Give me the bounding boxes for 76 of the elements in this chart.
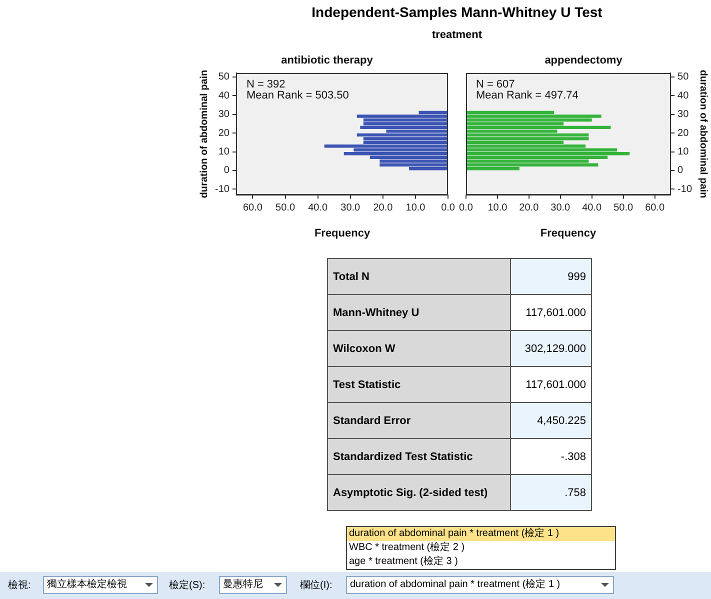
text: age * treatment (檢定 3 ) xyxy=(348,555,459,569)
y-tick-label: 0 xyxy=(224,165,230,176)
x-tick-label: 40.0 xyxy=(308,202,328,214)
x-tick-label: 40.0 xyxy=(582,202,602,214)
bar xyxy=(356,114,448,118)
annotation: N = 607 xyxy=(476,78,515,91)
text: Wilcoxon W xyxy=(328,330,510,366)
text: treatment xyxy=(430,29,484,41)
x-tick-label: 30.0 xyxy=(340,202,361,214)
text: 4,450.225 xyxy=(510,402,592,438)
text: 獨立樣本檢定檢視 xyxy=(47,578,128,592)
y-tick-label: 10 xyxy=(678,146,690,158)
y-tick-label: -10 xyxy=(215,184,230,195)
x-tick-label: 60.0 xyxy=(645,202,665,214)
text: 欄位(I): xyxy=(300,578,332,592)
x-tick-label: 50.0 xyxy=(614,202,634,214)
bar xyxy=(466,137,589,140)
chart-title: antibiotic therapy xyxy=(281,54,374,67)
y-tick-label: -10 xyxy=(678,184,692,195)
bar xyxy=(466,133,589,137)
x-tick-label: 20.0 xyxy=(519,202,540,214)
x-tick-label: 20.0 xyxy=(373,202,394,214)
text: -.308 xyxy=(510,438,592,474)
text: .758 xyxy=(510,474,592,510)
text: duration of abdominal pain * treatment (檢定 1 ) xyxy=(350,578,562,592)
x-tick-label: 50.0 xyxy=(276,202,296,214)
x-tick-label: 0.0 xyxy=(459,202,474,214)
text: 117,601.000 xyxy=(510,366,592,402)
y-axis-title: duration of abdominal pain xyxy=(697,70,708,198)
chart-title: appendectomy xyxy=(544,54,624,67)
y-tick-label: 30 xyxy=(678,109,690,120)
text: Standard Error xyxy=(328,402,510,438)
text: WBC * treatment (檢定 2 ) xyxy=(348,541,466,555)
text: 檢視: xyxy=(8,578,31,592)
x-tick-label: 60.0 xyxy=(242,202,263,214)
text: duration of abdominal pain * treatment (檢定 1 ) xyxy=(347,527,615,541)
y-tick-label: 40 xyxy=(678,90,690,102)
text: Standardized Test Statistic xyxy=(328,438,510,474)
text: 302,129.000 xyxy=(510,330,592,366)
bar xyxy=(466,163,598,166)
y-tick-label: 0 xyxy=(678,165,684,176)
text: Independent-Samples Mann-Whitney U Test xyxy=(310,4,604,20)
bar xyxy=(360,126,448,130)
y-tick-label: 30 xyxy=(218,109,230,120)
y-tick-label: 20 xyxy=(678,128,690,139)
x-tick-label: 10.0 xyxy=(488,202,508,214)
y-tick-label: 20 xyxy=(218,128,230,139)
bar xyxy=(363,122,448,126)
annotation: Mean Rank = 497.74 xyxy=(476,90,578,102)
bar xyxy=(466,114,602,118)
annotation: N = 392 xyxy=(246,78,286,91)
text: Test Statistic xyxy=(328,366,510,402)
bar xyxy=(466,152,630,156)
bar xyxy=(324,144,448,148)
y-axis-title: duration of abdominal pain xyxy=(198,70,210,198)
x-tick-label: 0.0 xyxy=(441,202,456,214)
text: Asymptotic Sig. (2-sided test) xyxy=(328,474,510,510)
x-axis-title: Frequency xyxy=(314,227,371,240)
text: Mann-Whitney U xyxy=(328,294,510,330)
text: 檢定(S): xyxy=(169,578,206,592)
y-tick-label: 40 xyxy=(218,90,230,102)
x-tick-label: 30.0 xyxy=(550,202,571,214)
text: 117,601.000 xyxy=(510,294,592,330)
bar xyxy=(344,152,448,156)
bar xyxy=(356,133,448,137)
annotation: Mean Rank = 503.50 xyxy=(246,90,349,102)
text: 曼惠特尼 xyxy=(223,578,264,592)
y-tick-label: 10 xyxy=(218,146,230,158)
text: 999 xyxy=(510,258,592,294)
y-tick-label: 50 xyxy=(218,72,230,83)
y-tick-label: 50 xyxy=(678,72,690,83)
bar xyxy=(380,163,448,166)
bar xyxy=(466,126,611,130)
x-axis-title: Frequency xyxy=(540,227,597,240)
x-tick-label: 10.0 xyxy=(406,202,426,214)
text: Total N xyxy=(328,258,510,294)
